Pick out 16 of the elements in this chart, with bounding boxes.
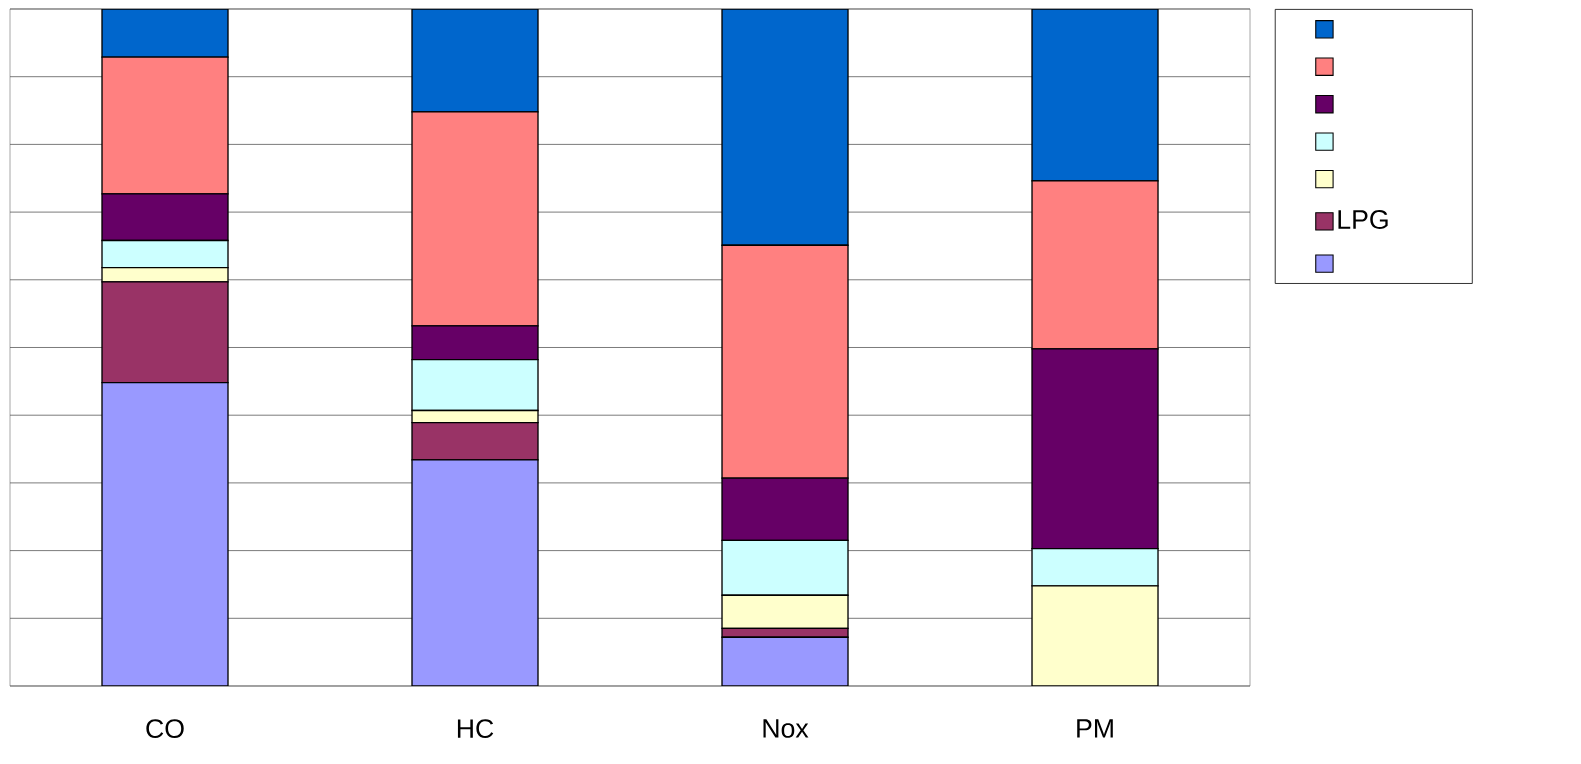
bar bbox=[721, 594, 849, 630]
bar bbox=[101, 8, 229, 58]
x-tick-label: HC bbox=[457, 719, 494, 739]
x-tick-label: Nox bbox=[763, 719, 809, 738]
bar bbox=[1031, 8, 1159, 182]
x-tick-label: CO bbox=[146, 719, 184, 739]
bar bbox=[411, 8, 539, 113]
bar bbox=[721, 636, 849, 686]
bar bbox=[101, 382, 229, 686]
legend-label: LPG bbox=[1338, 210, 1388, 229]
bar bbox=[101, 266, 229, 283]
bar bbox=[411, 421, 539, 461]
bar bbox=[1031, 585, 1159, 686]
bar bbox=[721, 8, 849, 246]
x-tick-label: PM bbox=[1077, 719, 1113, 738]
bar bbox=[411, 459, 539, 686]
